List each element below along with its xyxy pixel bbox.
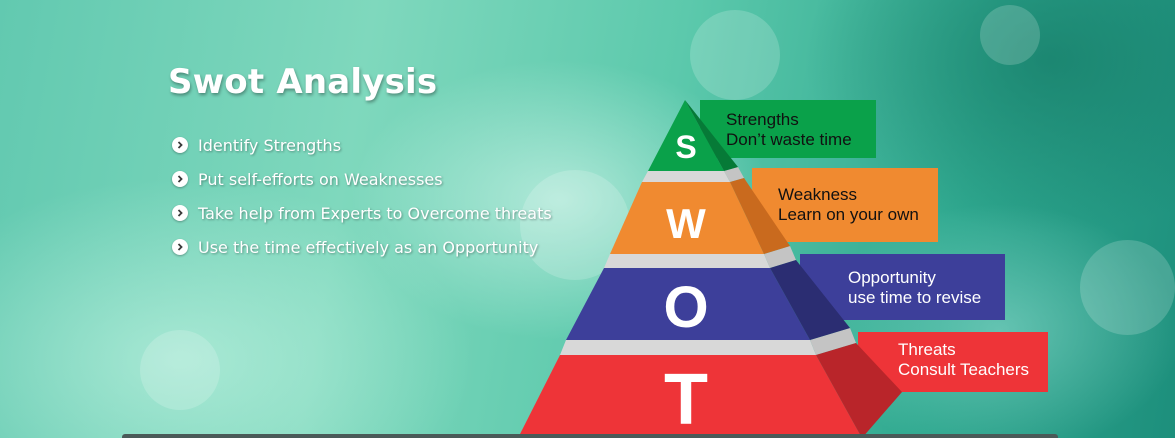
tier-s-side bbox=[685, 100, 738, 171]
weakness-label: Weakness Learn on your own bbox=[778, 185, 919, 225]
threats-label-title: Threats bbox=[898, 340, 956, 359]
pyramid-separator-side bbox=[810, 328, 856, 355]
threats-label-text: Consult Teachers bbox=[898, 360, 1030, 379]
list-item: Use the time effectively as an Opportuni… bbox=[172, 230, 552, 264]
strengths-label-text: Don’t waste time bbox=[726, 130, 852, 149]
pyramid-separator bbox=[560, 340, 816, 355]
strengths-label-box bbox=[700, 100, 876, 158]
list-item: Take help from Experts to Overcome threa… bbox=[172, 196, 552, 230]
tier-t-letter: T bbox=[664, 360, 708, 438]
list-item: Identify Strengths bbox=[172, 128, 552, 162]
chevron-right-circle-icon bbox=[172, 137, 188, 153]
tier-w-front bbox=[610, 182, 764, 254]
pyramid-separator bbox=[642, 171, 730, 182]
bullet-text: Take help from Experts to Overcome threa… bbox=[198, 203, 552, 223]
opportunity-label: Opportunity use time to revise bbox=[848, 268, 981, 308]
bokeh-light bbox=[1080, 240, 1175, 335]
page-title: Swot Analysis bbox=[168, 62, 438, 102]
weakness-label-box bbox=[752, 168, 938, 242]
chevron-right-circle-icon bbox=[172, 239, 188, 255]
strengths-label: Strengths Don’t waste time bbox=[726, 110, 852, 150]
weakness-label-text: Learn on your own bbox=[778, 205, 919, 224]
bokeh-light bbox=[690, 10, 780, 100]
tier-o-front bbox=[566, 268, 810, 340]
weakness-label-title: Weakness bbox=[778, 185, 858, 204]
tier-t-side bbox=[816, 343, 902, 438]
pyramid-separator bbox=[604, 254, 770, 268]
tier-w-side bbox=[730, 178, 790, 254]
tier-o-letter: O bbox=[663, 275, 708, 340]
bokeh-light bbox=[980, 5, 1040, 65]
opportunity-label-title: Opportunity bbox=[848, 268, 936, 287]
tier-s-front bbox=[648, 100, 724, 171]
tier-t-front bbox=[518, 355, 862, 438]
tier-o-side bbox=[770, 260, 850, 340]
chevron-right-circle-icon bbox=[172, 171, 188, 187]
bullet-text: Use the time effectively as an Opportuni… bbox=[198, 237, 539, 257]
bottom-bar bbox=[122, 434, 1058, 438]
chevron-right-circle-icon bbox=[172, 205, 188, 221]
bullet-text: Identify Strengths bbox=[198, 135, 342, 155]
bullet-list: Identify Strengths Put self-efforts on W… bbox=[172, 128, 552, 264]
tier-w-letter: W bbox=[666, 200, 706, 247]
strengths-label-title: Strengths bbox=[726, 110, 799, 129]
list-item: Put self-efforts on Weaknesses bbox=[172, 162, 552, 196]
pyramid-separator-side bbox=[724, 167, 744, 182]
pyramid-separator-side bbox=[764, 246, 796, 268]
opportunity-label-text: use time to revise bbox=[848, 288, 982, 307]
bokeh-light bbox=[140, 330, 220, 410]
bullet-text: Put self-efforts on Weaknesses bbox=[198, 169, 443, 189]
threats-label: Threats Consult Teachers bbox=[898, 340, 1029, 380]
tier-s-letter: S bbox=[675, 129, 696, 165]
